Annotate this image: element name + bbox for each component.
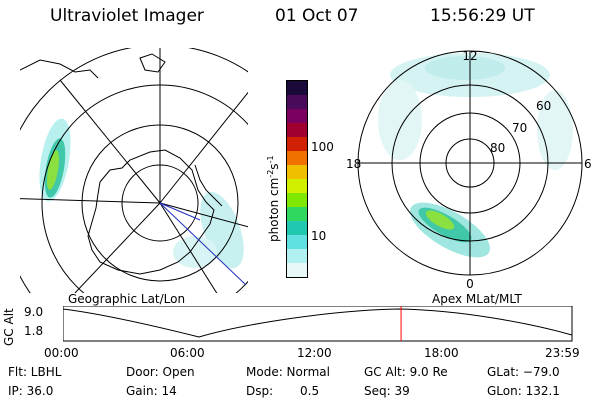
magnetic-panel-label: Apex MLat/MLT — [432, 292, 522, 306]
colorbar-swatch — [287, 207, 307, 221]
geo-continent-outline — [87, 149, 215, 275]
mlt-label-12: 12 — [462, 49, 477, 63]
info-gc-alt: GC Alt: 9.0 Re — [364, 365, 448, 379]
timeline-xtick-0000: 00:00 — [44, 346, 79, 360]
geo-aurora-emission — [39, 118, 244, 269]
colorbar — [286, 80, 308, 278]
mlt-label-18: 18 — [346, 157, 361, 171]
info-mode: Mode: Normal — [246, 365, 330, 379]
colorbar-swatch — [287, 151, 307, 165]
info-gain: Gain: 14 — [126, 384, 177, 398]
colorbar-swatch — [287, 179, 307, 193]
geo-island-outline — [139, 53, 166, 73]
info-glon: GLon: 132.1 — [487, 384, 560, 398]
timeline-ytick-high: 9.0 — [24, 305, 44, 319]
mag-aurora-emission — [378, 53, 573, 258]
altitude-curve — [63, 308, 573, 338]
colorbar-swatch — [287, 249, 307, 263]
colorbar-swatch — [287, 263, 307, 277]
colorbar-swatch — [287, 95, 307, 109]
colorbar-swatch — [287, 137, 307, 151]
app-title: Ultraviolet Imager — [50, 6, 204, 26]
satellite-track — [159, 202, 247, 286]
time-label: 15:56:29 UT — [430, 6, 535, 26]
colorbar-swatch — [287, 109, 307, 123]
mlt-label-6: 6 — [584, 157, 592, 171]
colorbar-swatch — [287, 123, 307, 137]
colorbar-swatch — [287, 235, 307, 249]
geo-coast-outline — [20, 59, 99, 79]
timeline-xtick-0600: 06:00 — [170, 346, 205, 360]
colorbar-swatch — [287, 221, 307, 235]
timeline-ylabel: GC Alt — [2, 308, 16, 346]
info-door: Door: Open — [126, 365, 195, 379]
date-label: 01 Oct 07 — [275, 6, 359, 26]
colorbar-tick-100: 100 — [311, 140, 334, 154]
mlat-label-70: 70 — [512, 121, 527, 135]
colorbar-swatch — [287, 165, 307, 179]
timeline-frame — [63, 306, 573, 342]
info-dsp-value: 0.5 — [300, 384, 320, 398]
info-filter: Flt: LBHL — [8, 365, 62, 379]
info-glat: GLat: −79.0 — [487, 365, 560, 379]
mlat-label-80: 80 — [490, 141, 505, 155]
mlt-label-0: 0 — [466, 277, 474, 291]
timeline-xtick-1800: 18:00 — [424, 346, 459, 360]
magnetic-map: 12 0 18 6 60 70 80 — [346, 49, 592, 291]
timeline-ytick-low: 1.8 — [24, 324, 44, 338]
mag-mlt-lines — [358, 51, 582, 275]
altitude-timeline — [63, 306, 573, 342]
geographic-map-plot — [20, 48, 248, 293]
timeline-xtick-1200: 12:00 — [297, 346, 332, 360]
colorbar-swatch — [287, 81, 307, 95]
geo-peninsula-outline — [194, 164, 223, 207]
geo-longitude-lines — [20, 48, 248, 293]
info-ip: IP: 36.0 — [8, 384, 54, 398]
info-seq: Seq: 39 — [364, 384, 410, 398]
timeline-xtick-2359: 23:59 — [545, 346, 580, 360]
geographic-panel-label: Geographic Lat/Lon — [68, 292, 186, 306]
colorbar-unit-label: photon cm-2s-1 — [266, 155, 281, 242]
colorbar-swatch — [287, 193, 307, 207]
geographic-map — [20, 48, 248, 293]
colorbar-tick-10: 10 — [311, 229, 327, 243]
mlat-label-60: 60 — [536, 99, 551, 113]
info-dsp-label: Dsp: — [246, 384, 274, 398]
satellite-look-direction — [159, 202, 201, 221]
